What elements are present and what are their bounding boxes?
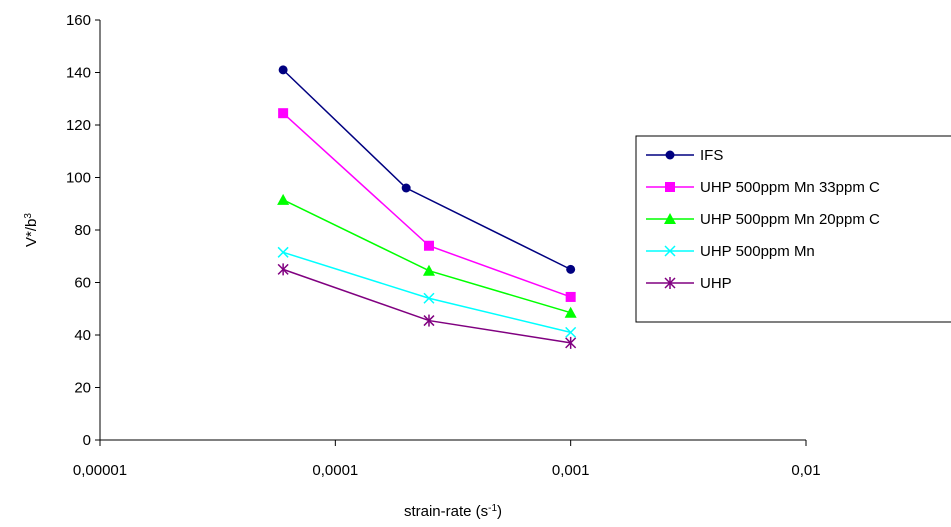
legend-label: UHP 500ppm Mn — [700, 243, 815, 260]
legend-swatch-marker — [664, 213, 676, 224]
y-tick-label: 140 — [66, 65, 91, 82]
series-2 — [278, 108, 576, 302]
series-line — [282, 69, 571, 271]
x-axis-title-sup: -1 — [488, 503, 497, 514]
legend-label: UHP 500ppm Mn 33ppm C — [700, 179, 880, 196]
y-axis-title-text: V*/b — [23, 219, 40, 247]
legend-entry: UHP 500ppm Mn 33ppm C — [646, 179, 880, 196]
data-point — [566, 264, 576, 274]
legend-swatch-marker — [664, 277, 676, 289]
y-tick-label: 0 — [83, 432, 91, 449]
data-point — [277, 246, 289, 258]
y-ticks: 0 20 40 60 80 100 120 140 160 — [66, 12, 100, 449]
series-3 — [277, 193, 577, 318]
legend-entry: IFS — [646, 147, 723, 164]
y-axis-title: V*/b3 — [23, 213, 41, 247]
legend-label: UHP — [700, 275, 732, 292]
x-tick-label: 0,0001 — [312, 462, 358, 479]
series-layer — [277, 65, 577, 349]
y-axis-title-sup: 3 — [23, 213, 34, 219]
y-tick-label: 100 — [66, 170, 91, 187]
data-point — [423, 292, 435, 304]
data-point — [565, 291, 576, 302]
x-tick-label: 0,01 — [791, 462, 820, 479]
data-point — [278, 108, 289, 119]
legend: IFS UHP 500ppm Mn 33ppm C UHP 500ppm Mn 20… — [635, 135, 951, 323]
series-4 — [277, 246, 577, 338]
series-5 — [277, 263, 577, 349]
series-1 — [278, 65, 576, 274]
x-axis-title: strain-rate (s-1) — [404, 503, 502, 521]
data-point — [277, 263, 289, 276]
data-point — [401, 183, 411, 193]
x-tick-label: 0,001 — [552, 462, 590, 479]
y-tick-label: 120 — [66, 117, 91, 134]
data-point — [423, 314, 435, 327]
x-tick-label: 0,00001 — [73, 462, 127, 479]
series-line — [282, 268, 571, 344]
data-point — [422, 264, 435, 276]
data-point — [565, 326, 577, 338]
x-axis-title-tail: ) — [497, 503, 502, 520]
legend-label: UHP 500ppm Mn 20ppm C — [700, 211, 880, 228]
y-tick-label: 60 — [74, 275, 91, 292]
y-tick-label: 160 — [66, 12, 91, 29]
legend-entry: UHP 500ppm Mn 20ppm C — [646, 211, 880, 228]
data-point — [423, 240, 434, 251]
legend-box — [635, 135, 951, 323]
y-tick-label: 80 — [74, 222, 91, 239]
data-point — [277, 193, 290, 205]
legend-entry: UHP — [646, 275, 732, 292]
legend-swatch-marker — [665, 182, 675, 192]
legend-entry: UHP 500ppm Mn — [646, 243, 815, 260]
x-axis-title-text: strain-rate (s — [404, 503, 488, 520]
legend-label: IFS — [700, 147, 723, 164]
legend-swatch-marker — [665, 150, 675, 160]
y-tick-label: 40 — [74, 327, 91, 344]
data-point — [278, 65, 288, 75]
y-tick-label: 20 — [74, 380, 91, 397]
data-point — [565, 336, 577, 349]
legend-swatch-marker — [664, 245, 676, 257]
x-ticks: 0,00001 0,0001 0,001 0,01 — [73, 440, 821, 479]
data-point — [564, 306, 577, 318]
